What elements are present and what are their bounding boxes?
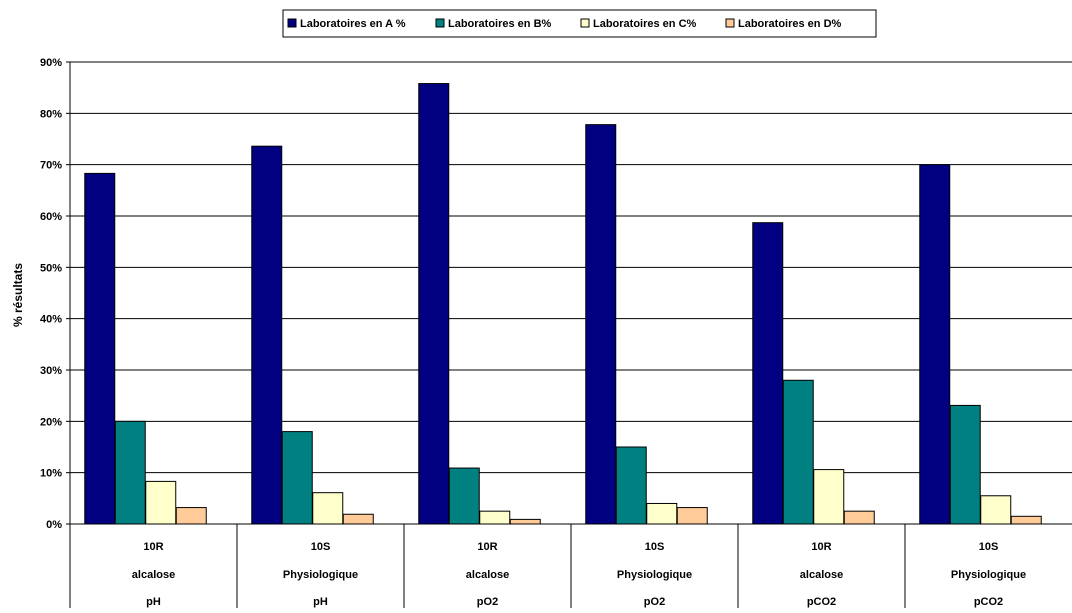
bar xyxy=(479,510,511,525)
bar xyxy=(448,467,480,525)
legend: Laboratoires en A % Laboratoires en B% Lab… xyxy=(282,9,877,38)
category-label: 10R xyxy=(811,541,831,553)
category-label: 10S xyxy=(979,541,999,553)
legend-box xyxy=(282,9,877,38)
y-tick-label: 60% xyxy=(40,211,62,223)
bar xyxy=(175,507,207,525)
bar xyxy=(509,518,541,525)
y-tick-label: 40% xyxy=(40,314,62,326)
y-tick-label: 0% xyxy=(46,519,62,531)
category-label: pCO2 xyxy=(974,596,1003,608)
bar xyxy=(813,469,845,525)
category-label: 10R xyxy=(477,541,497,553)
legend-label: Laboratoires en D% xyxy=(738,18,842,30)
category-label: pH xyxy=(313,596,328,608)
category-label: 10S xyxy=(311,541,331,553)
bars xyxy=(84,83,1042,525)
bar xyxy=(752,222,784,525)
category-label: alcalose xyxy=(132,569,175,581)
y-axis-label: % résultats xyxy=(11,263,25,327)
category-label: 10S xyxy=(645,541,665,553)
bar xyxy=(114,420,146,525)
bar xyxy=(919,164,951,525)
bar xyxy=(782,379,814,525)
category-label: Physiologique xyxy=(951,569,1026,581)
y-tick-label: 30% xyxy=(40,365,62,377)
y-tick-labels: 0% 10% 20% 30% 40% 50% 60% 70% 80% 90% xyxy=(40,57,62,531)
category-label: pCO2 xyxy=(807,596,836,608)
category-labels: 10R alcalose pH 10S Physiologique pH 10R alcalo… xyxy=(132,541,1026,608)
bar xyxy=(949,404,981,525)
category-label: alcalose xyxy=(800,569,843,581)
bar xyxy=(646,502,678,525)
category-label: alcalose xyxy=(466,569,509,581)
bar xyxy=(585,124,617,525)
legend-label: Laboratoires en B% xyxy=(448,18,552,30)
bar xyxy=(342,513,374,525)
y-tick-label: 70% xyxy=(40,160,62,172)
bar xyxy=(615,446,647,525)
category-label: Physiologique xyxy=(617,569,692,581)
legend-swatch xyxy=(580,18,590,28)
category-label: pH xyxy=(146,596,161,608)
category-label: pO2 xyxy=(477,596,498,608)
legend-swatch xyxy=(287,18,297,28)
y-tick-label: 50% xyxy=(40,262,62,274)
axes xyxy=(69,62,1072,608)
bar xyxy=(84,172,116,525)
y-tick-label: 20% xyxy=(40,416,62,428)
category-label: Physiologique xyxy=(283,569,358,581)
legend-label: Laboratoires en A % xyxy=(300,18,406,30)
y-tick-label: 90% xyxy=(40,57,62,69)
bar xyxy=(980,495,1012,525)
bar xyxy=(843,510,875,525)
category-label: pO2 xyxy=(644,596,665,608)
category-label: 10R xyxy=(143,541,163,553)
bar xyxy=(251,145,283,525)
bar xyxy=(281,431,313,525)
legend-label: Laboratoires en C% xyxy=(593,18,697,30)
bar xyxy=(145,480,177,525)
legend-swatch xyxy=(435,18,445,28)
y-tick-label: 80% xyxy=(40,108,62,120)
bar xyxy=(312,492,344,525)
bar xyxy=(1010,515,1042,525)
legend-swatch xyxy=(725,18,735,28)
bar xyxy=(418,83,450,525)
bar xyxy=(676,507,708,525)
y-tick-label: 10% xyxy=(40,468,62,480)
